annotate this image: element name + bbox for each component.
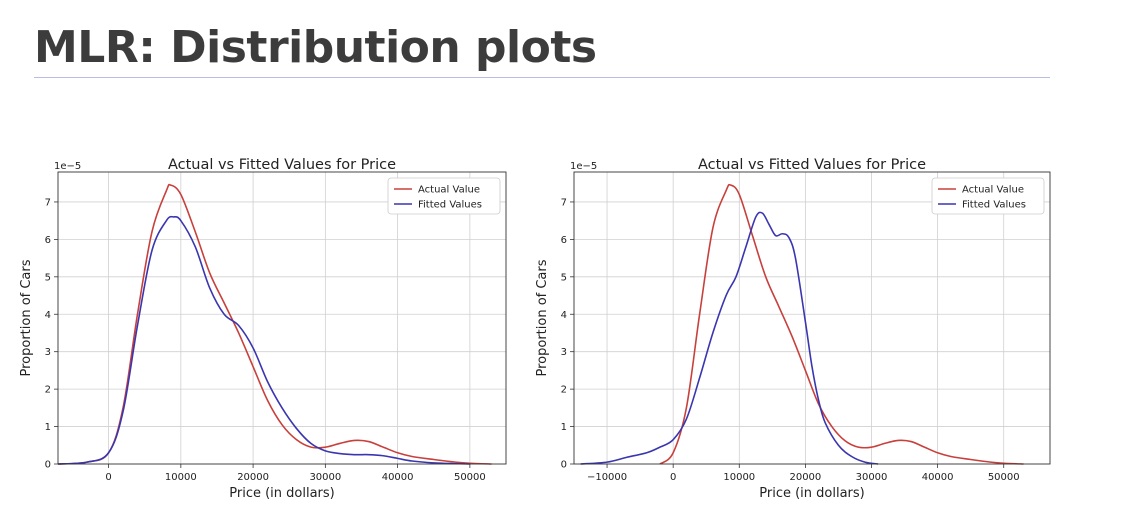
chart-0-ytick-label: 7 (45, 197, 51, 208)
chart-1-xtick-label: 20000 (789, 472, 821, 483)
slide-title: MLR: Distribution plots (34, 22, 597, 73)
chart-1-ytick-label: 3 (561, 347, 567, 358)
chart-1-ytick-label: 1 (561, 422, 567, 433)
chart-0-xtick-label: 0 (105, 472, 111, 483)
chart-1-frame (573, 171, 1051, 465)
chart-0-ytick-label: 4 (45, 310, 51, 321)
chart-1-xtick-label: 40000 (922, 472, 954, 483)
chart-0-ytick-label: 6 (45, 235, 51, 246)
chart-0-ytick-label: 3 (45, 347, 51, 358)
chart-0-title: Actual vs Fitted Values for Price (168, 157, 396, 173)
chart-1-legend-label: Fitted Values (962, 200, 1026, 211)
chart-0-ytick-label: 2 (45, 385, 51, 396)
chart-1-ytick-label: 6 (561, 235, 567, 246)
chart-1-series-fitted-values (580, 211, 879, 465)
chart-0-xtick-label: 10000 (165, 472, 197, 483)
chart-1-xtick-label: 10000 (723, 472, 755, 483)
chart-1-xtick-label: 0 (670, 472, 676, 483)
chart-0-ytick-label: 1 (45, 422, 51, 433)
chart-1-legend (931, 177, 1045, 215)
chart-1-legend-label: Actual Value (962, 185, 1024, 196)
distribution-chart-right: Actual vs Fitted Values for Price −10000 0… (535, 157, 1051, 501)
chart-0-legend-label: Fitted Values (418, 200, 482, 211)
chart-0-xlabel: Price (in dollars) (229, 486, 335, 501)
chart-1-xlabel: Price (in dollars) (759, 486, 865, 501)
chart-1-ytick-label: 2 (561, 385, 567, 396)
chart-0-series-actual-value (57, 183, 492, 465)
chart-1-ytick-label: 0 (561, 460, 567, 471)
chart-0-ylabel: Proportion of Cars (19, 259, 34, 376)
chart-1-title: Actual vs Fitted Values for Price (698, 157, 926, 173)
chart-1-ytick-label: 7 (561, 197, 567, 208)
chart-1-xtick-label: −10000 (587, 472, 627, 483)
chart-1-ylabel: Proportion of Cars (535, 259, 550, 376)
chart-0-y-multiplier: 1e−5 (54, 161, 81, 172)
chart-0-xtick-label: 30000 (309, 472, 341, 483)
chart-1-xtick-label: 50000 (988, 472, 1020, 483)
chart-0-xtick-label: 50000 (454, 472, 486, 483)
chart-0-legend-label: Actual Value (418, 185, 480, 196)
chart-0-ytick-label: 5 (45, 272, 51, 283)
chart-0-legend (387, 177, 501, 215)
chart-0-xtick-label: 40000 (382, 472, 414, 483)
chart-1-series-actual-value (659, 183, 1024, 465)
chart-1-ytick-label: 5 (561, 272, 567, 283)
chart-0-xtick-label: 20000 (237, 472, 269, 483)
chart-0-ytick-label: 0 (45, 460, 51, 471)
title-divider (34, 77, 1050, 78)
chart-1-xtick-label: 30000 (856, 472, 888, 483)
chart-1-y-multiplier: 1e−5 (570, 161, 597, 172)
chart-0-frame (57, 171, 507, 465)
chart-1-ytick-label: 4 (561, 310, 567, 321)
distribution-chart-left: Actual vs Fitted Values for Price 0 10000 2… (19, 157, 507, 501)
chart-0-series-fitted-values (57, 215, 470, 465)
